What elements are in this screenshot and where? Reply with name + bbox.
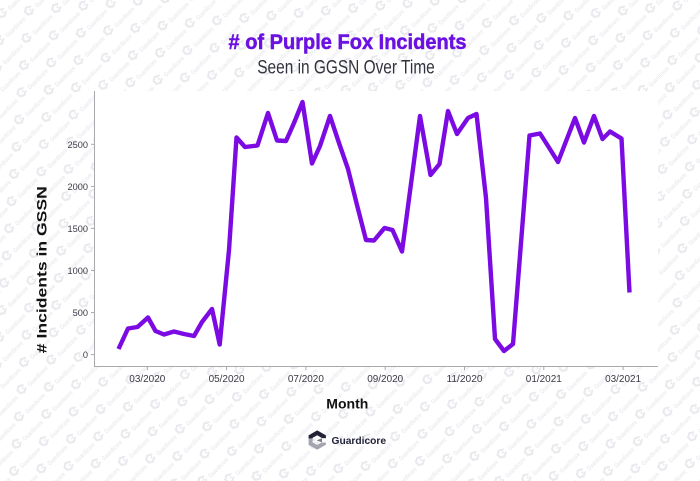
svg-text:09/2020: 09/2020 [367,374,403,385]
svg-text:2500: 2500 [68,140,88,150]
svg-text:0: 0 [83,350,88,360]
svg-text:2000: 2000 [68,182,88,192]
svg-text:1500: 1500 [68,224,88,234]
svg-text:03/2020: 03/2020 [129,374,165,385]
svg-text:# of Purple Fox Incidents: # of Purple Fox Incidents [229,31,467,54]
svg-text:Seen in GGSN Over Time: Seen in GGSN Over Time [257,57,435,79]
svg-text:03/2021: 03/2021 [605,374,641,385]
svg-text:Month: Month [326,396,368,412]
svg-text:07/2020: 07/2020 [288,374,324,385]
svg-text:11/2020: 11/2020 [447,374,483,385]
svg-text:Guardicore: Guardicore [332,435,387,447]
svg-text:500: 500 [73,308,88,318]
svg-text:1000: 1000 [68,266,88,276]
svg-text:01/2021: 01/2021 [526,374,562,385]
svg-text:# Incidents in GSSN: # Incidents in GSSN [35,186,50,353]
svg-text:05/2020: 05/2020 [209,374,245,385]
